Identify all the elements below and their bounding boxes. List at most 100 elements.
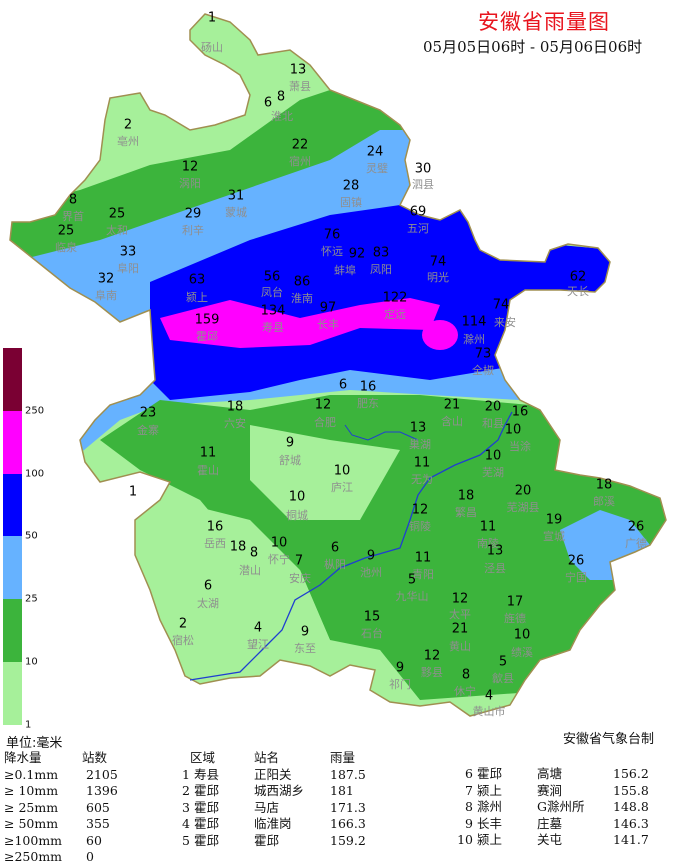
station-name: 黄山	[449, 640, 471, 653]
station-rainfall-value: 32	[97, 271, 115, 287]
station-rainfall-value: 97	[319, 300, 337, 316]
station-rainfall-value: 63	[188, 272, 206, 288]
legend-tick-label: 50	[25, 530, 38, 542]
station-name: 黄山市	[472, 705, 506, 718]
rank: 3	[182, 799, 190, 815]
station-name: 霍山	[197, 464, 219, 477]
station-rainfall-value: 12	[181, 159, 199, 175]
station-rainfall-value: 21	[451, 621, 469, 637]
station-rainfall-value: 74	[492, 297, 510, 313]
station-rainfall-value: 16	[206, 519, 224, 535]
legend-tick-label: 250	[25, 405, 45, 417]
agency-label: 安徽省气象台制	[563, 732, 655, 747]
station-name: 阜阳	[117, 262, 139, 275]
station-name: 凤阳	[370, 263, 392, 276]
station-rainfall-value: 18	[229, 539, 247, 555]
station-name: 马店	[254, 799, 280, 815]
station-name: 铜陵	[409, 520, 431, 533]
station-rainfall-value: 5	[407, 572, 417, 588]
station-name: 高塘	[537, 766, 563, 781]
station-rainfall-value: 8	[249, 545, 259, 561]
station-name: 界首	[62, 210, 84, 223]
station-name: 赛涧	[537, 782, 563, 798]
station-name: 六安	[224, 417, 246, 430]
station-name: 繁昌	[455, 506, 477, 519]
station-name: 颍上	[186, 291, 208, 304]
station-name: 怀宁	[268, 553, 290, 566]
station-name: 淮南	[291, 292, 313, 305]
region: 滁州	[477, 799, 503, 814]
station-name: 合肥	[314, 416, 336, 429]
region: 颍上	[477, 782, 503, 798]
rank: 4	[182, 816, 190, 831]
col-header: 站名	[254, 750, 280, 765]
rainfall: 159.2	[330, 832, 366, 848]
station-name: 临泉	[55, 241, 77, 254]
station-name: 岳西	[204, 537, 226, 550]
station-rainfall-value: 6	[338, 377, 348, 393]
rainfall: 148.8	[613, 799, 649, 814]
station-rainfall-value: 9	[300, 624, 310, 640]
station-name: 潜山	[239, 564, 261, 577]
station-name: 全椒	[472, 364, 494, 377]
station-rainfall-value: 26	[567, 553, 585, 569]
rainfall: 141.7	[613, 832, 649, 847]
station-rainfall-value: 10	[288, 489, 306, 505]
station-rainfall-value: 30	[414, 161, 432, 177]
station-rainfall-value: 16	[511, 404, 529, 420]
legend-tick-label: 10	[25, 656, 38, 668]
station-name: 长丰	[317, 318, 339, 331]
station-name: 枞阳	[324, 558, 346, 571]
station-rainfall-value: 4	[253, 620, 263, 636]
station-rainfall-value: 11	[199, 445, 217, 461]
station-rainfall-value: 2	[123, 117, 133, 133]
station-name: 灵璧	[366, 162, 388, 175]
station-rainfall-value: 29	[184, 206, 202, 222]
top-station-row: 4 霍邱 临淮岗 166.3	[172, 816, 366, 833]
station-name: 旌德	[504, 612, 526, 625]
province-boundary	[9, 13, 667, 717]
chaohu-river	[344, 424, 419, 441]
station-rainfall-value: 22	[291, 137, 309, 153]
station-name: 青阳	[412, 568, 434, 581]
station-name: 利辛	[182, 224, 204, 237]
station-rainfall-value: 13	[289, 62, 307, 78]
count-row: ≥ 25mm 605	[4, 800, 118, 817]
station-name: 寿县	[262, 321, 284, 334]
station-name: 泗县	[412, 178, 434, 191]
top-station-row: 2 霍邱 城西湖乡 181	[172, 783, 366, 800]
station-name: 宿松	[172, 634, 194, 647]
station-count: 60	[86, 832, 102, 848]
top-station-row: 5 霍邱 霍邱 159.2	[172, 833, 366, 850]
col-header: 雨量	[330, 750, 356, 765]
rainfall: 171.3	[330, 799, 366, 815]
region: 寿县	[194, 766, 220, 782]
band-1-10-central	[250, 425, 400, 520]
top-station-row: 7 颍上 赛涧 155.8	[455, 783, 649, 800]
station-name: 东至	[294, 642, 316, 655]
station-rainfall-value: 15	[363, 609, 381, 625]
top-station-row: 3 霍邱 马店 171.3	[172, 800, 366, 817]
top-station-row: 9 长丰 庄墓 146.3	[455, 816, 649, 833]
station-rainfall-value: 23	[139, 405, 157, 421]
threshold: ≥ 50mm	[4, 816, 59, 831]
legend-swatch	[3, 410, 22, 474]
station-rainfall-value: 8	[461, 667, 471, 683]
station-rainfall-value: 74	[429, 254, 447, 270]
station-name: 望江	[247, 638, 269, 651]
station-name: 临淮岗	[254, 816, 292, 831]
station-name: 当涂	[509, 440, 531, 453]
station-rainfall-value: 12	[451, 591, 469, 607]
station-name: 五河	[407, 222, 429, 235]
station-rainfall-value: 69	[409, 204, 427, 220]
station-name: 明光	[427, 271, 449, 284]
band-100-250	[160, 298, 440, 348]
station-name: 歙县	[492, 672, 514, 685]
station-name: 固镇	[340, 196, 362, 209]
threshold: ≥0.1mm	[4, 766, 59, 782]
station-rainfall-value: 10	[484, 448, 502, 464]
station-rainfall-value: 10	[333, 463, 351, 479]
rainfall: 155.8	[613, 782, 649, 798]
station-name: 巢湖	[409, 438, 431, 451]
